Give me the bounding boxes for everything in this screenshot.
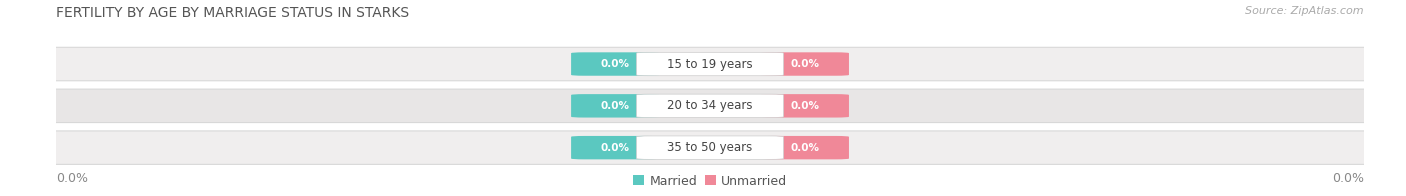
Text: 0.0%: 0.0% xyxy=(790,101,820,111)
Text: 35 to 50 years: 35 to 50 years xyxy=(668,141,752,154)
FancyBboxPatch shape xyxy=(637,94,783,118)
Text: 0.0%: 0.0% xyxy=(1331,172,1364,185)
FancyBboxPatch shape xyxy=(30,131,1391,164)
FancyBboxPatch shape xyxy=(571,94,659,118)
FancyBboxPatch shape xyxy=(761,52,849,76)
FancyBboxPatch shape xyxy=(637,136,783,159)
Text: FERTILITY BY AGE BY MARRIAGE STATUS IN STARKS: FERTILITY BY AGE BY MARRIAGE STATUS IN S… xyxy=(56,6,409,20)
FancyBboxPatch shape xyxy=(30,89,1391,122)
Text: Source: ZipAtlas.com: Source: ZipAtlas.com xyxy=(1246,6,1364,16)
FancyBboxPatch shape xyxy=(30,47,1391,81)
Text: 20 to 34 years: 20 to 34 years xyxy=(668,99,752,112)
FancyBboxPatch shape xyxy=(761,136,849,159)
Text: 0.0%: 0.0% xyxy=(790,143,820,153)
FancyBboxPatch shape xyxy=(761,94,849,118)
FancyBboxPatch shape xyxy=(571,52,659,76)
FancyBboxPatch shape xyxy=(637,52,783,76)
Text: 0.0%: 0.0% xyxy=(600,59,630,69)
Text: 0.0%: 0.0% xyxy=(56,172,89,185)
Text: 0.0%: 0.0% xyxy=(790,59,820,69)
Text: 15 to 19 years: 15 to 19 years xyxy=(668,58,752,71)
FancyBboxPatch shape xyxy=(571,136,659,159)
Text: 0.0%: 0.0% xyxy=(600,101,630,111)
Text: 0.0%: 0.0% xyxy=(600,143,630,153)
Legend: Married, Unmarried: Married, Unmarried xyxy=(633,175,787,188)
